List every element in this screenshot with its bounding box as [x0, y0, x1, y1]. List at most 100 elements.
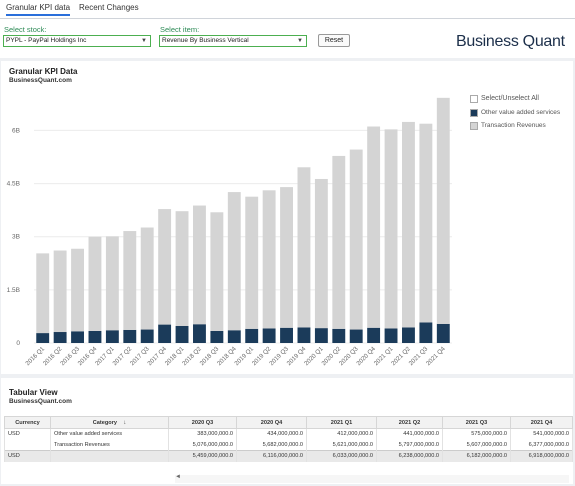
item-select[interactable]: Revenue By Business Vertical ▼ [159, 35, 307, 47]
table-row: Transaction Revenues 5,076,000,000.0 5,6… [4, 439, 573, 451]
y-tick-label: 6B [12, 127, 20, 134]
bar-segment-transaction-revenues [262, 190, 276, 329]
chevron-down-icon: ▼ [297, 38, 303, 44]
table-panel-subtitle: BusinessQuant.com [9, 398, 72, 405]
stock-select[interactable]: PYPL - PayPal Holdings Inc ▼ [3, 35, 151, 47]
table-cell: 5,797,000,000.0 [376, 439, 443, 451]
bar-segment-other-value-added-services [105, 330, 119, 343]
bar-segment-other-value-added-services [245, 328, 259, 343]
horizontal-scrollbar[interactable]: ◄ [175, 474, 569, 483]
select-item-label: Select item: [160, 25, 200, 34]
table-cell: 434,000,000.0 [236, 428, 307, 440]
table-cell: 383,000,000.0 [168, 428, 237, 440]
top-bar: Granular KPI data Recent Changes Select … [0, 0, 575, 58]
column-header[interactable]: 2020 Q4 [236, 416, 307, 429]
table-cell: 5,621,000,000.0 [306, 439, 377, 451]
y-tick-label: 3B [12, 234, 20, 241]
sort-down-icon[interactable]: ↓ [123, 419, 127, 426]
chart-panel-subtitle: BusinessQuant.com [9, 77, 72, 84]
bar-segment-transaction-revenues [367, 126, 381, 328]
table-cell: USD [4, 428, 51, 440]
bar-segment-transaction-revenues [297, 167, 311, 328]
bar-segment-other-value-added-services [193, 324, 206, 343]
bar-segment-other-value-added-services [367, 327, 381, 343]
table-cell: 541,000,000.0 [510, 428, 573, 440]
table-header-row: Currency Category ↓ 2020 Q3 2020 Q4 2021… [4, 416, 573, 429]
bar-segment-other-value-added-services [140, 329, 154, 343]
column-header[interactable]: 2021 Q1 [306, 416, 377, 429]
bar-segment-other-value-added-services [123, 329, 137, 343]
bar-segment-transaction-revenues [53, 250, 67, 333]
y-tick-label: 4.5B [7, 181, 20, 188]
legend-swatch [470, 122, 478, 130]
bar-segment-transaction-revenues [158, 209, 172, 325]
bar-segment-other-value-added-services [175, 325, 189, 343]
table-cell: 6,182,000,000.0 [442, 450, 511, 462]
bar-segment-transaction-revenues [36, 253, 50, 334]
table-cell: 5,682,000,000.0 [236, 439, 307, 451]
bar-segment-other-value-added-services [436, 323, 450, 343]
table-cell: Transaction Revenues [50, 439, 169, 451]
bar-segment-transaction-revenues [123, 231, 137, 330]
bar-segment-transaction-revenues [210, 212, 224, 331]
bar-segment-other-value-added-services [158, 324, 172, 343]
select-stock-label: Select stock: [4, 25, 47, 34]
y-tick-label: 0 [16, 340, 20, 347]
table-cell: 575,000,000.0 [442, 428, 511, 440]
scroll-left-icon[interactable]: ◄ [175, 474, 181, 480]
tab-recent-changes[interactable]: Recent Changes [79, 3, 139, 12]
bar-segment-transaction-revenues [227, 192, 241, 331]
tab-granular-kpi-data[interactable]: Granular KPI data [6, 3, 71, 16]
x-tick-label: 2021 Q4 [425, 345, 447, 367]
table-cell: 5,076,000,000.0 [168, 439, 237, 451]
bar-segment-transaction-revenues [105, 236, 119, 331]
bar-segment-other-value-added-services [53, 332, 67, 343]
bar-segment-transaction-revenues [71, 248, 84, 332]
bar-segment-transaction-revenues [175, 211, 189, 326]
bar-segment-other-value-added-services [36, 333, 50, 343]
bar-segment-other-value-added-services [88, 330, 102, 343]
table-cell: 441,000,000.0 [376, 428, 443, 440]
data-table: Currency Category ↓ 2020 Q3 2020 Q4 2021… [4, 416, 573, 462]
column-header[interactable]: 2021 Q3 [442, 416, 511, 429]
column-header[interactable]: Currency [4, 416, 51, 429]
bar-segment-transaction-revenues [140, 227, 154, 330]
bar-segment-other-value-added-services [384, 328, 398, 343]
bar-segment-other-value-added-services [262, 328, 276, 343]
table-cell: USD [4, 450, 51, 462]
table-panel-title: Tabular View [9, 388, 58, 397]
table-cell: 6,918,000,000.0 [510, 450, 573, 462]
bar-segment-transaction-revenues [384, 129, 398, 329]
bar-segment-transaction-revenues [402, 121, 415, 328]
column-header[interactable]: 2020 Q3 [168, 416, 237, 429]
bar-segment-other-value-added-services [210, 330, 224, 343]
column-header[interactable]: 2021 Q2 [376, 416, 443, 429]
reset-button[interactable]: Reset [318, 34, 350, 47]
table-cell: 6,033,000,000.0 [306, 450, 377, 462]
bar-segment-transaction-revenues [419, 123, 433, 323]
table-row: USD Other value added services 383,000,0… [4, 428, 573, 440]
bar-segment-transaction-revenues [193, 205, 206, 325]
legend-item-label: Other value added services [481, 109, 561, 116]
bar-segment-other-value-added-services [227, 330, 241, 343]
table-cell [50, 450, 169, 462]
column-header-category[interactable]: Category ↓ [50, 416, 169, 429]
bar-segment-other-value-added-services [297, 327, 311, 343]
bar-segment-transaction-revenues [280, 187, 293, 328]
bar-segment-transaction-revenues [332, 155, 346, 329]
bar-segment-transaction-revenues [349, 149, 363, 330]
bar-segment-other-value-added-services [349, 329, 363, 343]
bar-segment-transaction-revenues [245, 196, 259, 329]
legend-item-label: Transaction Revenues [481, 122, 546, 129]
legend-toggle-label: Select/Unselect All [481, 95, 539, 102]
tab-bar: Granular KPI data Recent Changes [0, 0, 575, 19]
table-total-row: USD 5,459,000,000.0 6,116,000,000.0 6,03… [4, 450, 573, 462]
table-cell: 5,607,000,000.0 [442, 439, 511, 451]
bar-segment-transaction-revenues [88, 236, 102, 331]
table-cell: 5,459,000,000.0 [168, 450, 237, 462]
business-quant-logo: Business Quant [456, 33, 565, 50]
stock-select-value: PYPL - PayPal Holdings Inc [6, 37, 87, 44]
table-cell: 6,238,000,000.0 [376, 450, 443, 462]
column-header[interactable]: 2021 Q4 [510, 416, 573, 429]
